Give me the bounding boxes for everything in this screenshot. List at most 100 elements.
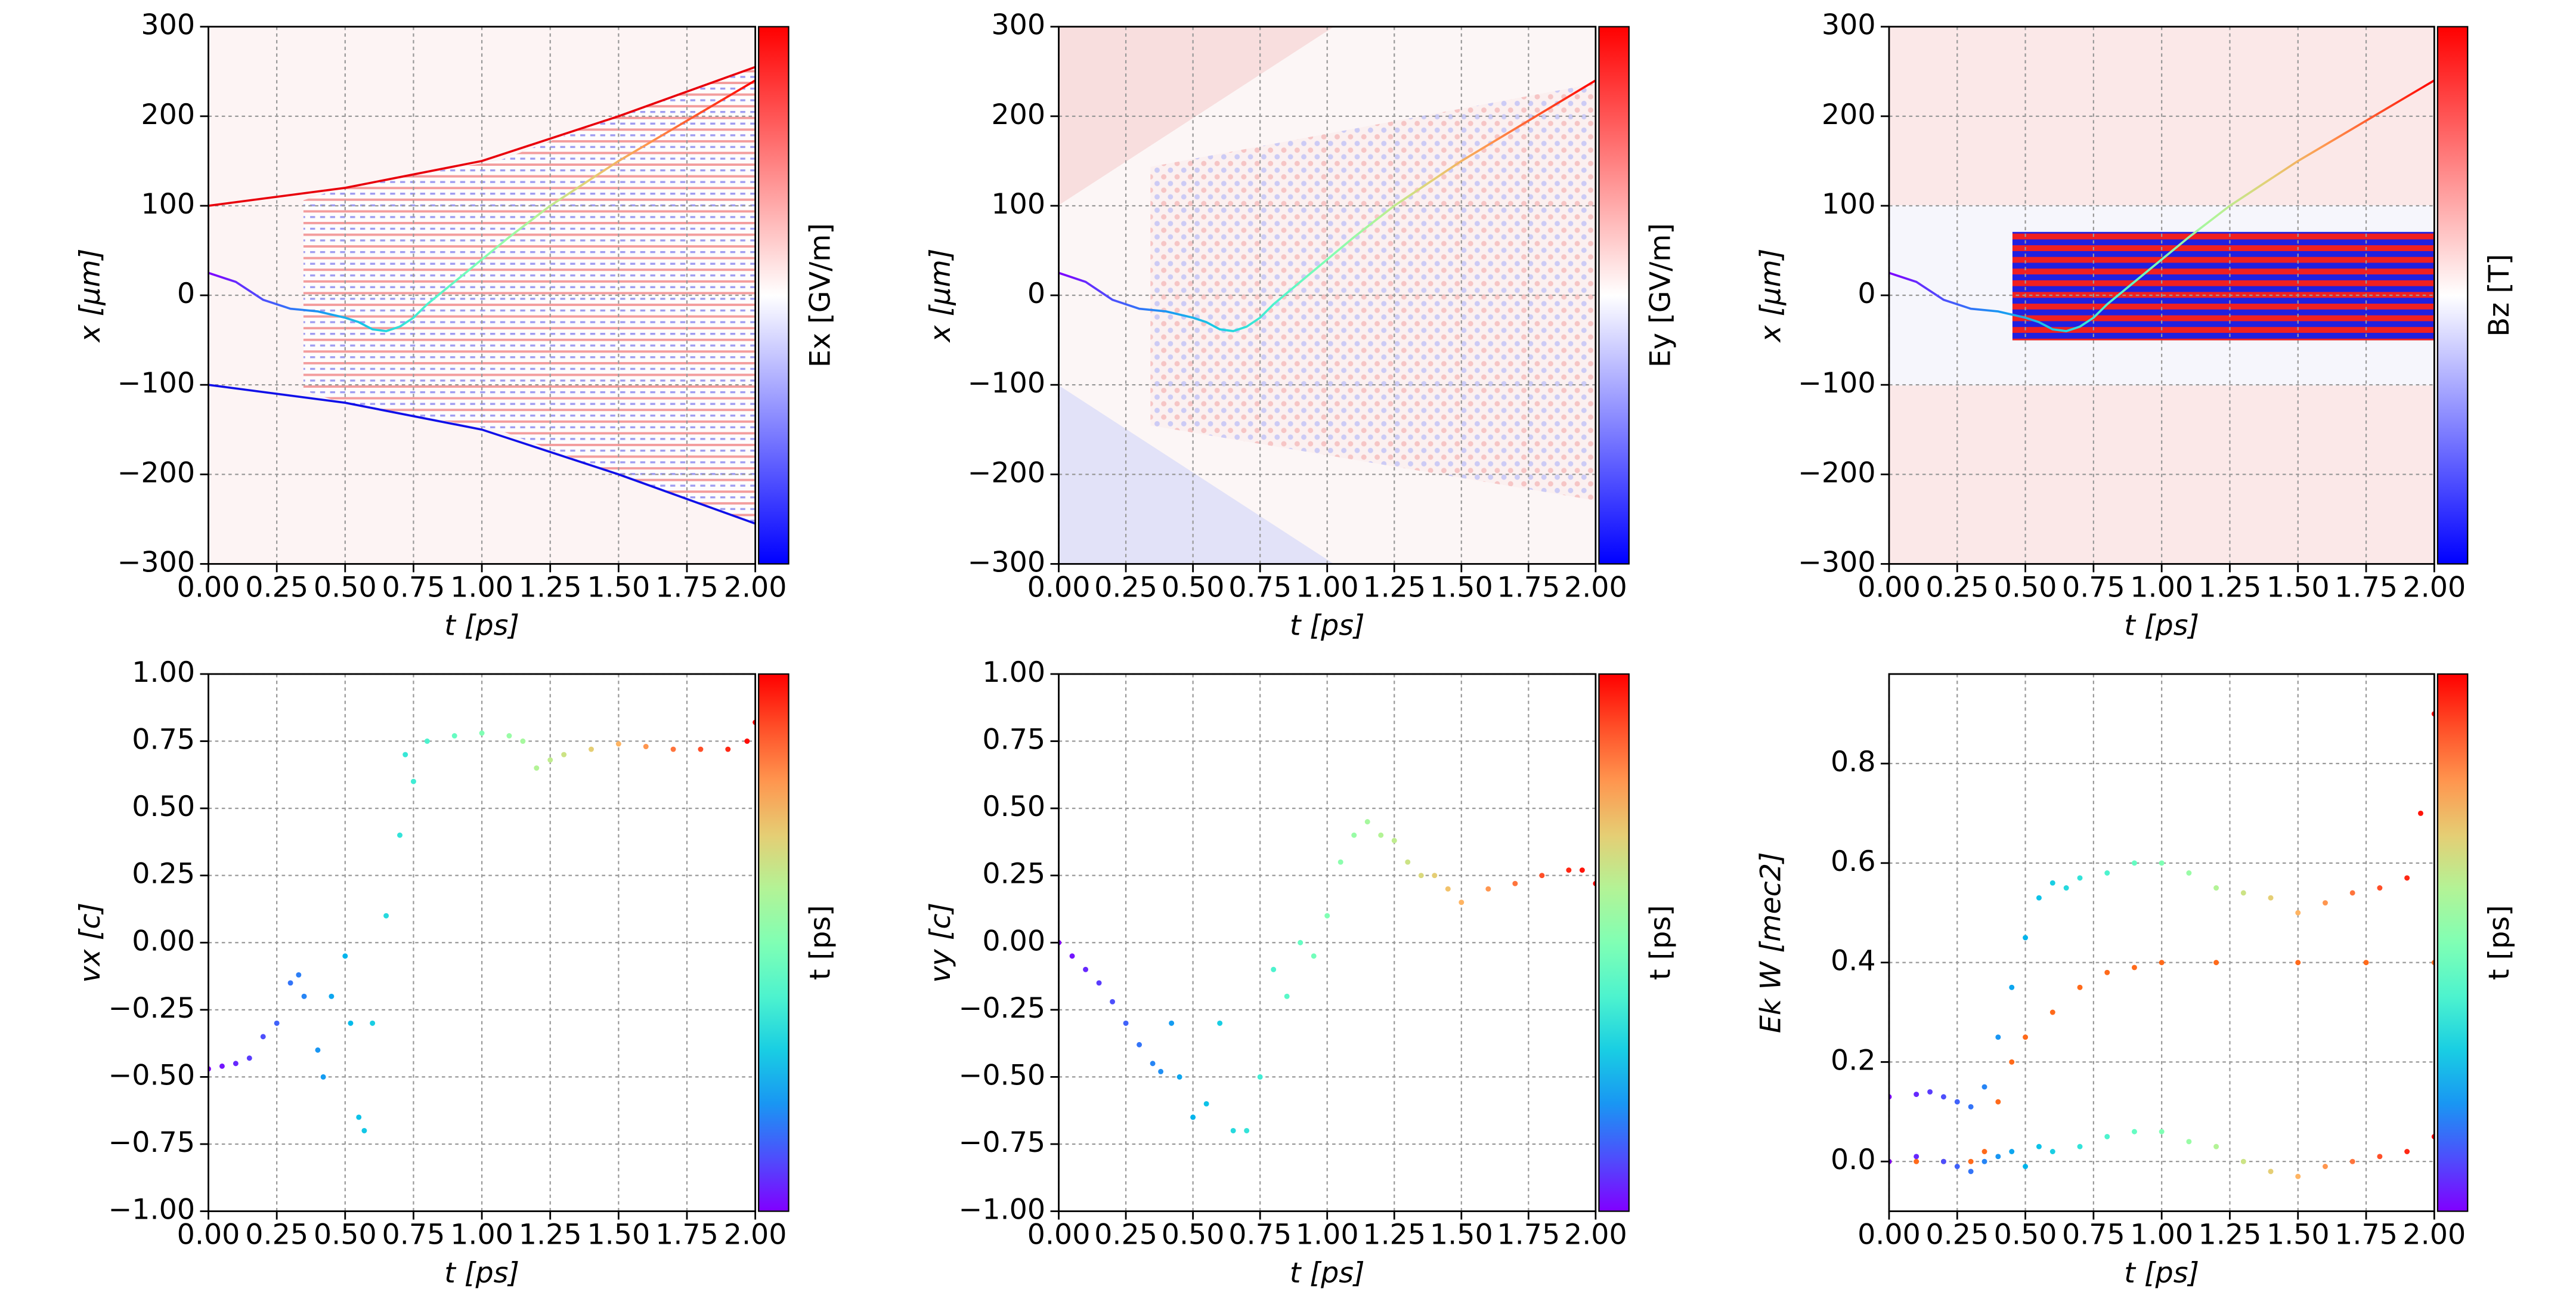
- y-tick-label: −300: [117, 546, 196, 579]
- y-tick-label: −0.25: [959, 992, 1046, 1025]
- y-tick-label: 0.8: [1831, 746, 1876, 778]
- point: [397, 832, 402, 838]
- x-tick-label: 0.00: [177, 571, 240, 604]
- point: [1257, 1074, 1263, 1080]
- point: [2131, 965, 2137, 971]
- x-tick-label: 1.00: [450, 1219, 513, 1251]
- y-tick-label: 0.75: [132, 724, 195, 756]
- colorbar-label: Ey [GV/m]: [1645, 223, 1677, 367]
- point: [1968, 1104, 1974, 1110]
- axes-frame: [1058, 26, 1597, 565]
- point: [1914, 1092, 1919, 1098]
- x-tick-label: 0.25: [245, 571, 308, 604]
- point: [1995, 1034, 2001, 1040]
- x-axis-label: t [ps]: [444, 1257, 519, 1290]
- x-tick-label: 1.25: [2199, 1219, 2262, 1251]
- point: [1954, 1099, 1960, 1105]
- point: [260, 1034, 266, 1040]
- point: [1940, 1094, 1946, 1100]
- y-tick-label: −1.00: [108, 1194, 195, 1226]
- x-axis-label: t [ps]: [1290, 610, 1365, 642]
- y-tick-label: −100: [968, 367, 1046, 400]
- point: [1284, 993, 1290, 999]
- y-axis-label: x [μm]: [74, 249, 107, 344]
- colorbar-label: Bz [T]: [2483, 254, 2516, 337]
- x-tick-label: 0.00: [177, 1219, 240, 1251]
- point: [274, 1020, 280, 1026]
- x-axis-label: t [ps]: [2124, 610, 2199, 642]
- y-tick-label: 100: [991, 188, 1045, 221]
- point: [2377, 885, 2383, 891]
- point: [1271, 966, 1277, 972]
- point: [1981, 1158, 1987, 1164]
- y-tick-label: 0: [177, 277, 195, 310]
- y-tick-label: 1.00: [132, 656, 195, 689]
- point: [2104, 870, 2110, 876]
- point: [2404, 875, 2410, 881]
- panel: 0.00 0.25 0.50 0.75 1.00 1.25 1.50 1.75 2.00 −300…: [924, 9, 1677, 642]
- point: [301, 993, 307, 999]
- point: [1927, 1089, 1933, 1095]
- point: [1391, 837, 1397, 843]
- point: [2322, 900, 2328, 906]
- y-tick-label: −1.00: [959, 1194, 1046, 1226]
- x-tick-label: 1.25: [519, 1219, 582, 1251]
- y-tick-label: 0.0: [1831, 1144, 1876, 1176]
- point: [1298, 939, 1304, 945]
- point: [451, 733, 457, 738]
- plot-area: [1889, 79, 2435, 332]
- point: [1445, 886, 1451, 892]
- x-tick-label: 0.75: [382, 1219, 445, 1251]
- y-tick-label: 0.50: [982, 790, 1045, 823]
- point: [2104, 1134, 2110, 1139]
- point: [1566, 867, 1572, 873]
- x-tick-label: 2.00: [1564, 1219, 1627, 1251]
- y-tick-label: −0.50: [108, 1059, 195, 1092]
- x-tick-label: 0.25: [1925, 1219, 1989, 1251]
- axes-frame: [208, 26, 757, 565]
- point: [342, 953, 348, 959]
- x-tick-label: 0.50: [1162, 1219, 1225, 1251]
- point: [2009, 984, 2015, 990]
- x-tick-label: 1.50: [587, 571, 650, 604]
- point: [1190, 1114, 1196, 1120]
- x-tick-label: 0.25: [245, 1219, 308, 1251]
- y-tick-label: 0.25: [132, 858, 195, 891]
- point: [2063, 885, 2069, 891]
- point: [356, 1114, 362, 1120]
- point: [2077, 984, 2083, 990]
- point: [2131, 1129, 2137, 1135]
- y-tick-label: −0.50: [959, 1059, 1046, 1092]
- point: [2363, 960, 2369, 966]
- axes-frame: [1888, 673, 2435, 1212]
- axes-frame: [1888, 26, 2435, 565]
- x-tick-label: 1.75: [1497, 571, 1560, 604]
- point: [1579, 867, 1585, 873]
- plot-area: [1889, 711, 2435, 1179]
- point: [315, 1047, 321, 1053]
- point: [1981, 1149, 1987, 1154]
- point: [2213, 960, 2219, 966]
- axes-frame: [208, 673, 757, 1212]
- point: [670, 746, 676, 752]
- x-tick-label: 1.50: [2267, 571, 2330, 604]
- point: [1914, 1154, 1919, 1160]
- point: [561, 752, 567, 758]
- point: [1096, 980, 1102, 986]
- y-tick-label: 200: [991, 98, 1045, 131]
- point: [2023, 1034, 2029, 1040]
- y-tick-label: −100: [117, 367, 196, 400]
- point: [1968, 1169, 1974, 1175]
- x-tick-label: 0.50: [314, 571, 377, 604]
- point: [1539, 873, 1545, 879]
- point: [2417, 810, 2423, 816]
- point: [506, 733, 512, 738]
- x-tick-label: 1.75: [655, 1219, 719, 1251]
- point: [2036, 1144, 2042, 1149]
- point: [296, 972, 302, 978]
- trajectory: [208, 66, 756, 207]
- point: [370, 1020, 376, 1026]
- point: [2049, 1009, 2055, 1015]
- y-tick-label: 0: [1027, 277, 1045, 310]
- point: [233, 1061, 239, 1067]
